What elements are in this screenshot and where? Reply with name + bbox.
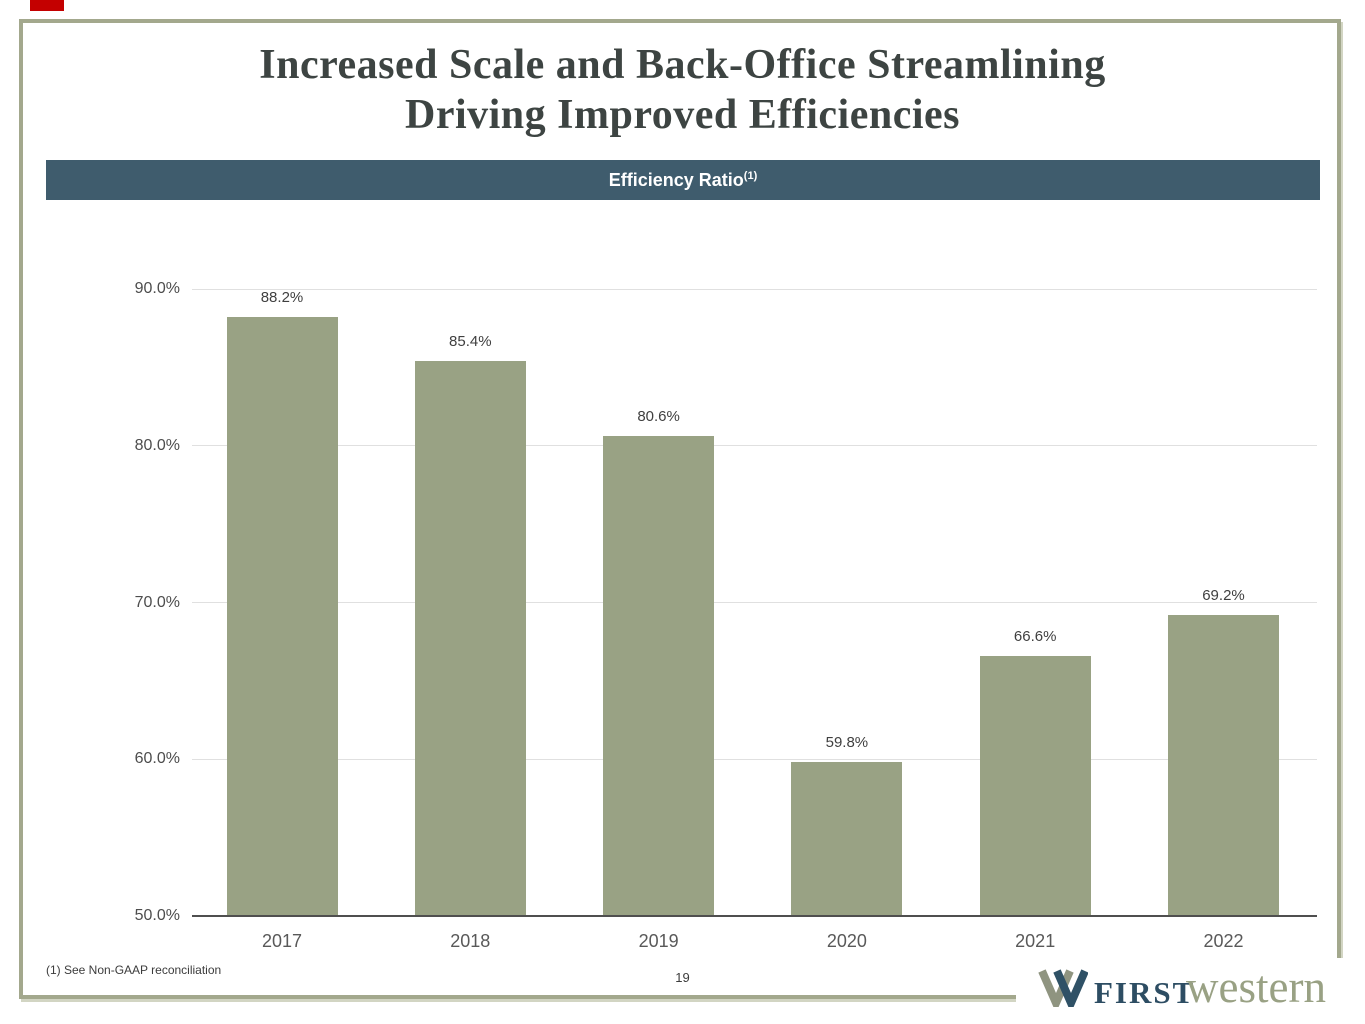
bar-value-label: 69.2% <box>1202 587 1245 605</box>
chart-bar <box>791 762 903 915</box>
gridline <box>192 288 1317 290</box>
bar-value-label: 80.6% <box>637 408 680 426</box>
chart-bar <box>603 436 715 915</box>
chart-title-label: Efficiency Ratio <box>608 170 744 190</box>
x-axis-label: 2018 <box>450 931 491 951</box>
slide-title-line-1: Increased Scale and Back-Office Streamli… <box>259 42 1106 88</box>
slide-border <box>19 19 1341 999</box>
y-axis-label: 50.0% <box>134 907 180 924</box>
x-axis-label: 2021 <box>1015 931 1056 951</box>
y-axis-label: 80.0% <box>134 436 180 454</box>
gridline <box>192 602 1317 603</box>
chart-bar <box>226 317 338 915</box>
logo-word-first: FIRST <box>1094 975 1196 1010</box>
y-axis-label: 70.0% <box>134 593 180 611</box>
chart-bar <box>414 361 526 915</box>
x-axis-label: 2022 <box>1203 931 1244 951</box>
chart-bar <box>979 655 1091 915</box>
slide-title: Increased Scale and Back-Office Streamli… <box>0 40 1365 140</box>
chart-title-banner: Efficiency Ratio(1) <box>46 160 1320 200</box>
y-axis-label: 60.0% <box>134 750 180 768</box>
logo-word-western: western <box>1186 962 1326 1012</box>
x-axis-line <box>192 915 1317 917</box>
footnote: (1) See Non-GAAP reconciliation <box>46 963 222 977</box>
chart-title-footnote-ref: (1) <box>743 170 758 182</box>
x-axis-label: 2019 <box>638 931 679 951</box>
y-axis-label: 90.0% <box>134 280 180 297</box>
bar-value-label: 59.8% <box>825 734 869 752</box>
gridline <box>192 758 1317 760</box>
x-axis-label: 2020 <box>826 931 867 951</box>
chart-bar <box>1168 615 1279 915</box>
bar-value-label: 88.2% <box>260 289 304 307</box>
first-western-logo-icon <box>1038 969 1088 1007</box>
x-axis-label: 2017 <box>261 931 303 951</box>
slide-title-line-2: Driving Improved Efficiencies <box>404 92 960 138</box>
bar-value-label: 85.4% <box>449 333 492 351</box>
bar-value-label: 66.6% <box>1013 627 1057 645</box>
gridline <box>192 445 1317 447</box>
page-number: 19 <box>675 970 690 985</box>
red-marker <box>30 0 64 11</box>
